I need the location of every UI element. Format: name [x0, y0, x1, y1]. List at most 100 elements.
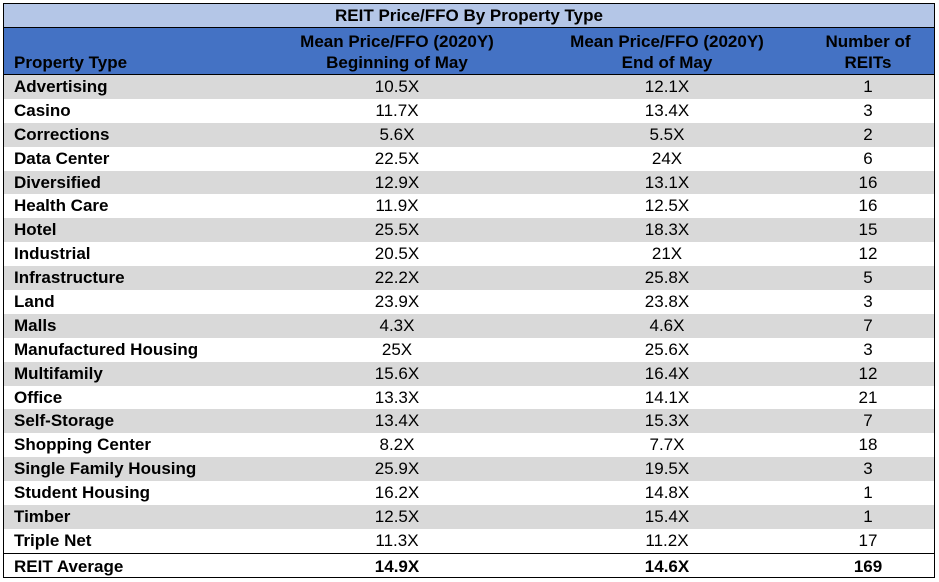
end-value-cell: 18.3X: [644, 220, 690, 240]
total-end-value: 14.6X: [644, 556, 690, 576]
property-type-cell: Land: [14, 292, 55, 312]
property-type-cell: Infrastructure: [14, 268, 125, 288]
begin-value-cell: 25.5X: [374, 220, 420, 240]
property-type-cell: Single Family Housing: [14, 459, 197, 479]
count-value-cell: 21: [858, 387, 878, 407]
table-row: Casino 11.7X 13.4X 3: [4, 99, 934, 123]
begin-value-cell: 15.6X: [374, 363, 420, 383]
header-beginning-of-may: Mean Price/FFO (2020Y) Beginning of May: [262, 28, 532, 74]
end-value-cell: 13.4X: [644, 100, 690, 120]
table-row: Industrial 20.5X 21X 12: [4, 242, 934, 266]
table-row: Data Center 22.5X 24X 6: [4, 147, 934, 171]
table-row: Infrastructure 22.2X 25.8X 5: [4, 266, 934, 291]
begin-value-cell: 8.2X: [379, 435, 415, 455]
end-value-cell: 4.6X: [649, 315, 685, 335]
property-type-cell: Shopping Center: [14, 435, 151, 455]
table-body: Advertising 10.5X 12.1X 1 Casino 11.7X 13.4X 3 C…: [4, 75, 934, 553]
table-total-row: REIT Average 14.9X 14.6X 169: [4, 552, 934, 579]
end-value-cell: 14.1X: [644, 387, 690, 407]
header-property-type-label: Property Type: [14, 53, 128, 72]
begin-value-cell: 25X: [381, 339, 413, 359]
begin-value-cell: 11.7X: [375, 100, 419, 120]
table-row: Shopping Center 8.2X 7.7X 18: [4, 433, 934, 457]
count-value-cell: 12: [858, 363, 878, 383]
end-value-cell: 12.1X: [644, 77, 690, 96]
end-value-cell: 15.3X: [644, 411, 690, 431]
begin-value-cell: 22.5X: [374, 148, 420, 168]
property-type-cell: Student Housing: [14, 483, 150, 503]
end-value-cell: 14.8X: [644, 483, 690, 503]
table-row: Land 23.9X 23.8X 3: [4, 290, 934, 314]
end-value-cell: 11.2X: [645, 530, 689, 550]
total-begin-value: 14.9X: [374, 556, 420, 576]
count-value-cell: 5: [863, 268, 873, 288]
end-value-cell: 25.8X: [644, 268, 690, 288]
property-type-cell: Self-Storage: [14, 411, 115, 431]
header-end-line1: Mean Price/FFO (2020Y): [570, 32, 764, 51]
count-value-cell: 3: [863, 100, 873, 120]
begin-value-cell: 13.4X: [374, 411, 420, 431]
property-type-cell: Manufactured Housing: [14, 339, 199, 359]
table-row: Office 13.3X 14.1X 21: [4, 386, 934, 410]
property-type-cell: Timber: [14, 507, 71, 527]
end-value-cell: 13.1X: [644, 172, 690, 192]
total-count-value: 169: [853, 556, 883, 576]
end-value-cell: 7.7X: [649, 435, 685, 455]
end-value-cell: 15.4X: [644, 507, 690, 527]
header-end-line2: End of May: [621, 53, 713, 72]
count-value-cell: 15: [858, 220, 878, 240]
header-count-line2: REITs: [844, 53, 892, 72]
property-type-cell: Office: [14, 387, 63, 407]
property-type-cell: Diversified: [14, 172, 101, 192]
property-type-cell: Industrial: [14, 244, 91, 264]
begin-value-cell: 12.5X: [374, 507, 420, 527]
end-value-cell: 25.6X: [644, 339, 690, 359]
header-end-of-may: Mean Price/FFO (2020Y) End of May: [532, 28, 802, 74]
header-beginning-line2: Beginning of May: [326, 53, 468, 72]
property-type-cell: Malls: [14, 315, 57, 335]
begin-value-cell: 12.9X: [374, 172, 420, 192]
count-value-cell: 18: [858, 435, 878, 455]
reit-table: REIT Price/FFO By Property Type Property…: [3, 3, 935, 578]
table-row: Triple Net 11.3X 11.2X 17: [4, 529, 934, 553]
end-value-cell: 5.5X: [649, 124, 685, 144]
count-value-cell: 17: [858, 530, 878, 550]
table-row: Diversified 12.9X 13.1X 16: [4, 170, 934, 195]
begin-value-cell: 16.2X: [374, 483, 420, 503]
count-value-cell: 1: [863, 77, 873, 96]
begin-value-cell: 5.6X: [379, 124, 415, 144]
table-row: Single Family Housing 25.9X 19.5X 3: [4, 457, 934, 482]
count-value-cell: 3: [863, 459, 873, 479]
end-value-cell: 16.4X: [644, 363, 690, 383]
property-type-cell: Casino: [14, 100, 71, 120]
table-row: Hotel 25.5X 18.3X 15: [4, 218, 934, 243]
count-value-cell: 3: [863, 292, 873, 312]
count-value-cell: 16: [858, 196, 878, 216]
begin-value-cell: 10.5X: [374, 77, 420, 96]
header-beginning-line1: Mean Price/FFO (2020Y): [300, 32, 494, 51]
count-value-cell: 3: [863, 339, 873, 359]
count-value-cell: 6: [863, 148, 873, 168]
end-value-cell: 21X: [651, 244, 683, 264]
begin-value-cell: 20.5X: [374, 244, 420, 264]
header-number-of-reits: Number of REITs: [802, 28, 934, 74]
table-row: Corrections 5.6X 5.5X 2: [4, 122, 934, 147]
table-row: Self-Storage 13.4X 15.3X 7: [4, 409, 934, 434]
count-value-cell: 7: [863, 411, 873, 431]
header-count-line1: Number of: [825, 32, 911, 51]
end-value-cell: 24X: [651, 148, 683, 168]
count-value-cell: 1: [863, 483, 873, 503]
property-type-cell: Data Center: [14, 148, 110, 168]
table-row: Timber 12.5X 15.4X 1: [4, 505, 934, 529]
property-type-cell: Triple Net: [14, 530, 92, 550]
property-type-cell: Hotel: [14, 220, 57, 240]
begin-value-cell: 22.2X: [374, 268, 420, 288]
end-value-cell: 19.5X: [644, 459, 690, 479]
property-type-cell: Health Care: [14, 196, 109, 216]
count-value-cell: 1: [863, 507, 873, 527]
begin-value-cell: 11.9X: [375, 196, 419, 216]
begin-value-cell: 11.3X: [375, 530, 419, 550]
count-value-cell: 2: [863, 124, 873, 144]
table-row: Student Housing 16.2X 14.8X 1: [4, 481, 934, 505]
table-title: REIT Price/FFO By Property Type: [4, 4, 934, 28]
